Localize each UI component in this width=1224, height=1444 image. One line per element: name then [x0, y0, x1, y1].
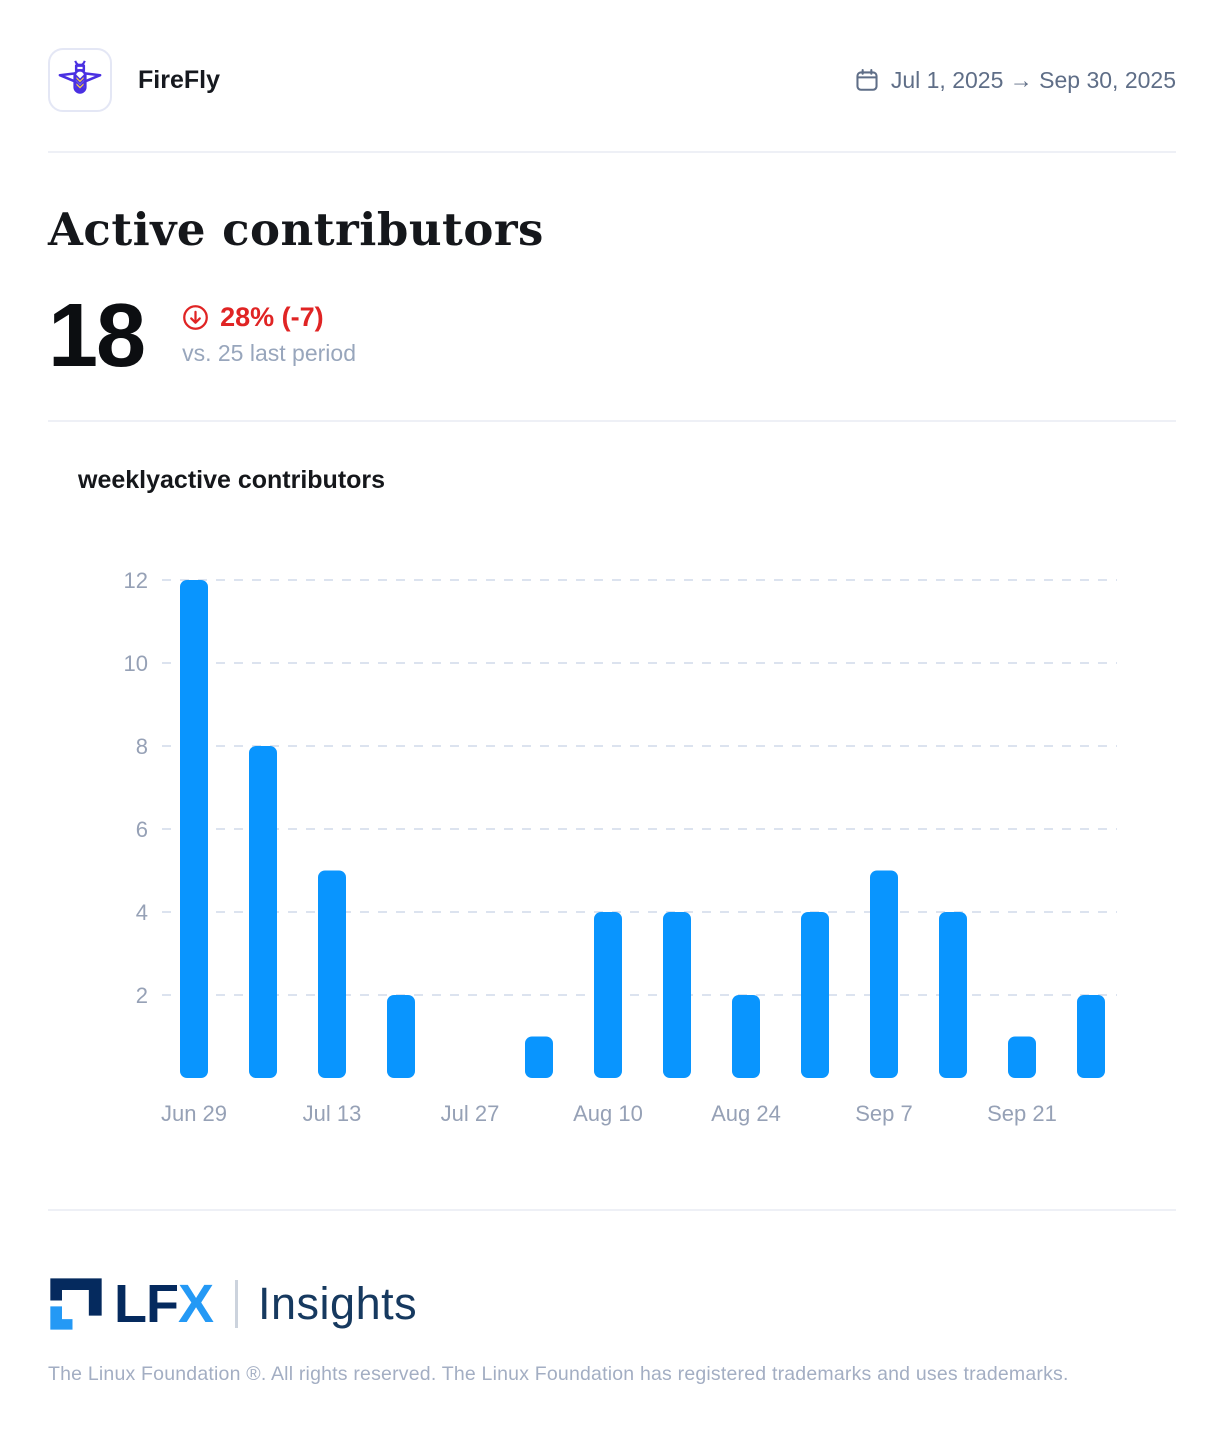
date-range-label: Jul 1, 2025 → Sep 30, 2025 [890, 66, 1176, 93]
bar-aug-24[interactable] [732, 995, 760, 1078]
divider [48, 151, 1176, 153]
y-axis-tick-6: 6 [136, 817, 148, 842]
metric-summary: 18 28% (-7) vs. 25 last period [48, 286, 1176, 386]
firefly-icon [58, 60, 102, 94]
y-axis-tick-12: 12 [124, 568, 148, 593]
weekly-bar-chart: 2 4 6 8 10 12 Jun 29 Jul 13 Jul 27 Aug 10 Aug 24 Se… [124, 568, 1117, 1126]
y-axis-tick-4: 4 [136, 900, 148, 925]
x-axis-tick-jul-27: Jul 27 [441, 1101, 500, 1126]
divider [48, 420, 1176, 422]
x-axis-tick-sep-7: Sep 7 [855, 1101, 913, 1126]
bar-aug-31[interactable] [801, 912, 829, 1078]
bar-sep-14[interactable] [939, 912, 967, 1078]
copyright-text: The Linux Foundation ®. All rights reser… [48, 1363, 1069, 1385]
x-axis-tick-jul-13: Jul 13 [303, 1101, 362, 1126]
insights-wordmark: Insights [258, 1278, 418, 1329]
metric-value: 18 [48, 286, 146, 386]
bar-aug-3[interactable] [525, 1036, 553, 1079]
footer: LFX Insights The Linux Foundation ®. All… [48, 1273, 1176, 1386]
circle-arrow-down-icon [183, 305, 208, 330]
divider [48, 1209, 1176, 1211]
bar-aug-17[interactable] [663, 912, 691, 1078]
trend-change: 28% (-7) [182, 302, 356, 333]
trend-comparison-label: vs. 25 last period [182, 340, 356, 366]
x-axis-tick-aug-10: Aug 10 [573, 1101, 643, 1126]
bar-jun-29[interactable] [180, 580, 208, 1078]
chart-section: weeklyactive contributors 2 4 6 8 10 12 Jun 29… [48, 466, 1176, 1149]
project-brand: FireFly [48, 48, 220, 112]
lfx-wordmark: LFX [114, 1273, 214, 1335]
project-logo [48, 48, 112, 112]
header: FireFly Jul 1, 2025 → Sep 30, 2025 [48, 48, 1176, 112]
metric-trend: 28% (-7) vs. 25 last period [182, 300, 356, 367]
bar-sep-21[interactable] [1008, 1036, 1036, 1079]
lfx-lf-text: LF [114, 1274, 179, 1334]
page-title: Active contributors [48, 203, 544, 256]
y-axis-tick-8: 8 [136, 734, 148, 759]
trend-change-label: 28% (-7) [220, 302, 324, 332]
calendar-icon [856, 69, 878, 91]
bar-sep-28[interactable] [1077, 995, 1105, 1078]
x-axis-tick-aug-24: Aug 24 [711, 1101, 781, 1126]
y-axis-tick-10: 10 [124, 651, 148, 676]
bar-jul-20[interactable] [387, 995, 415, 1078]
bar-sep-7[interactable] [870, 870, 898, 1079]
lfx-logo-mark [50, 1278, 102, 1330]
date-range-control[interactable]: Jul 1, 2025 → Sep 30, 2025 [854, 67, 1176, 94]
x-axis-tick-jun-29: Jun 29 [161, 1101, 227, 1126]
lfx-x-text: X [177, 1274, 214, 1334]
lfx-insights-logo: LFX Insights [48, 1273, 1176, 1335]
project-name: FireFly [138, 65, 220, 94]
bar-jul-6[interactable] [249, 746, 277, 1078]
x-axis-tick-sep-21: Sep 21 [987, 1101, 1057, 1126]
y-axis-tick-2: 2 [136, 983, 148, 1008]
bar-jul-13[interactable] [318, 870, 346, 1079]
chart-title: weeklyactive contributors [78, 466, 386, 494]
report-card: FireFly Jul 1, 2025 → Sep 30, 2025 Activ… [48, 48, 1176, 1386]
logo-separator [235, 1280, 239, 1328]
bar-aug-10[interactable] [594, 912, 622, 1078]
